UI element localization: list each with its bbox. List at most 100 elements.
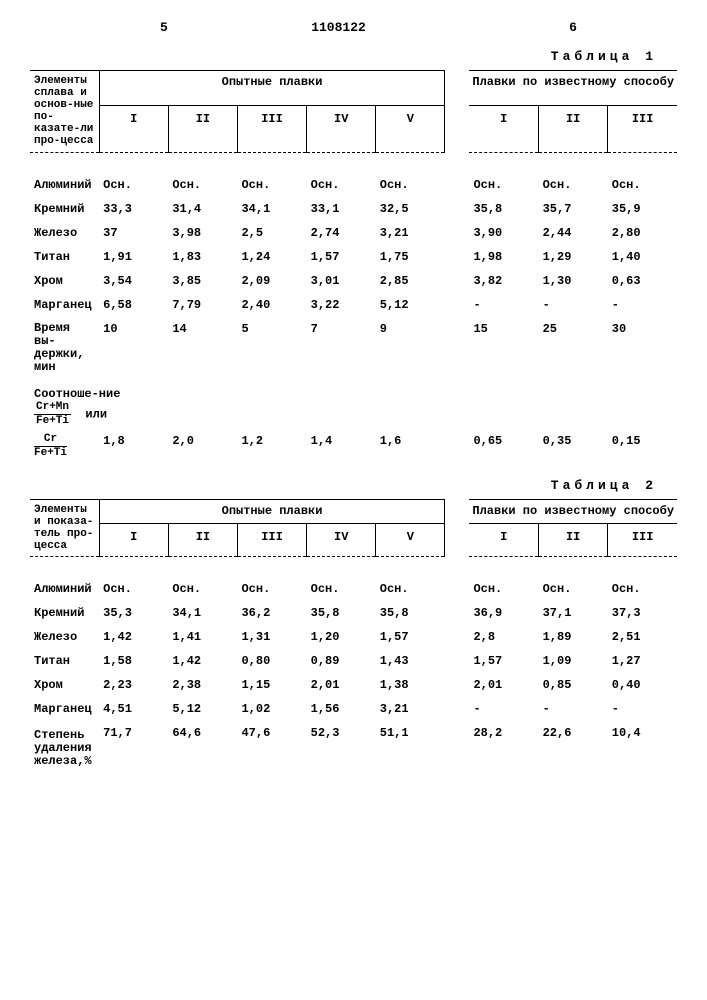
- t1-col: IV: [307, 105, 376, 152]
- page-right: 6: [569, 20, 577, 35]
- cell: 2,51: [608, 625, 677, 649]
- cell: 6,58: [99, 293, 168, 317]
- cell: 3,90: [469, 221, 538, 245]
- cell: 0,40: [608, 673, 677, 697]
- cell: 5,12: [168, 697, 237, 721]
- row-label: Кремний: [30, 197, 99, 221]
- cell: Осн.: [99, 577, 168, 601]
- cell: Осн.: [539, 173, 608, 197]
- t2-col: III: [237, 524, 306, 557]
- cell: 31,4: [168, 197, 237, 221]
- cell: 25: [539, 317, 608, 380]
- cell: 3,82: [469, 269, 538, 293]
- cell: 35,3: [99, 601, 168, 625]
- ratio-label: Соотноше-ниеCr+MnFe+Ti или: [30, 379, 677, 428]
- t2-col: I: [99, 524, 168, 557]
- t1-col: V: [376, 105, 445, 152]
- cell: 2,8: [469, 625, 538, 649]
- cell: 1,30: [539, 269, 608, 293]
- cell: 30: [608, 317, 677, 380]
- cell: Осн.: [376, 173, 445, 197]
- cell: 35,8: [376, 601, 445, 625]
- cell: 36,2: [237, 601, 306, 625]
- row-label: Марганец: [30, 293, 99, 317]
- table2: Элементы и показа-тель про-цесса Опытные…: [30, 499, 677, 774]
- cell: 28,2: [469, 721, 538, 774]
- cell: 1,6: [376, 429, 445, 464]
- table2-rowheader: Элементы и показа-тель про-цесса: [30, 499, 99, 556]
- cell: 10: [99, 317, 168, 380]
- cell: 0,15: [608, 429, 677, 464]
- cell: 2,74: [307, 221, 376, 245]
- cell: 1,56: [307, 697, 376, 721]
- cell: 1,91: [99, 245, 168, 269]
- cell: 0,89: [307, 649, 376, 673]
- cell: Осн.: [168, 577, 237, 601]
- row-label: Хром: [30, 269, 99, 293]
- cell: -: [469, 697, 538, 721]
- cell: 0,65: [469, 429, 538, 464]
- row-label: Железо: [30, 221, 99, 245]
- cell: Осн.: [307, 173, 376, 197]
- row-label: Марганец: [30, 697, 99, 721]
- row-label: Титан: [30, 245, 99, 269]
- t2-col: II: [168, 524, 237, 557]
- row-label: Хром: [30, 673, 99, 697]
- cell: 1,57: [376, 625, 445, 649]
- t1-col: I: [99, 105, 168, 152]
- cell: 33,1: [307, 197, 376, 221]
- cell: 36,9: [469, 601, 538, 625]
- cell: 7: [307, 317, 376, 380]
- cell: Осн.: [608, 173, 677, 197]
- cell: Осн.: [168, 173, 237, 197]
- cell: 2,23: [99, 673, 168, 697]
- cell: 37,1: [539, 601, 608, 625]
- cell: 1,40: [608, 245, 677, 269]
- cell: 0,85: [539, 673, 608, 697]
- cell: -: [608, 697, 677, 721]
- table2-caption: Таблица 2: [30, 478, 657, 493]
- cell: 2,80: [608, 221, 677, 245]
- cell: 2,85: [376, 269, 445, 293]
- cell: 3,22: [307, 293, 376, 317]
- cell: Осн.: [469, 173, 538, 197]
- cell: 10,4: [608, 721, 677, 774]
- cell: 51,1: [376, 721, 445, 774]
- cell: -: [608, 293, 677, 317]
- cell: 0,63: [608, 269, 677, 293]
- cell: 1,75: [376, 245, 445, 269]
- table2-group2: Плавки по известному способу: [469, 499, 677, 523]
- cell: 1,42: [168, 649, 237, 673]
- cell: 2,38: [168, 673, 237, 697]
- cell: 3,21: [376, 697, 445, 721]
- table1-group1: Опытные плавки: [99, 71, 445, 106]
- cell: 3,54: [99, 269, 168, 293]
- cell: 3,98: [168, 221, 237, 245]
- page-numbers: 5 1108122 6: [30, 20, 677, 35]
- cell: Осн.: [469, 577, 538, 601]
- row-label: Титан: [30, 649, 99, 673]
- cell: -: [539, 293, 608, 317]
- cell: 4,51: [99, 697, 168, 721]
- cell: 1,58: [99, 649, 168, 673]
- cell: 64,6: [168, 721, 237, 774]
- cell: 0,35: [539, 429, 608, 464]
- table1: Элементы сплава и основ-ные по-казате-ли…: [30, 70, 677, 464]
- cell: 5: [237, 317, 306, 380]
- cell: 1,57: [469, 649, 538, 673]
- cell: Осн.: [307, 577, 376, 601]
- page-left: 5: [160, 20, 168, 35]
- doc-number: 1108122: [311, 20, 366, 35]
- cell: 2,09: [237, 269, 306, 293]
- cell: 1,27: [608, 649, 677, 673]
- cell: 35,8: [469, 197, 538, 221]
- t1-col: II: [168, 105, 237, 152]
- cell: 22,6: [539, 721, 608, 774]
- t1-col: III: [608, 105, 677, 152]
- cell: 2,01: [307, 673, 376, 697]
- cell: Осн.: [99, 173, 168, 197]
- t1-col: I: [469, 105, 538, 152]
- row-label: CrFe+Ti: [30, 429, 99, 464]
- cell: 1,2: [237, 429, 306, 464]
- row-label: Алюминий: [30, 173, 99, 197]
